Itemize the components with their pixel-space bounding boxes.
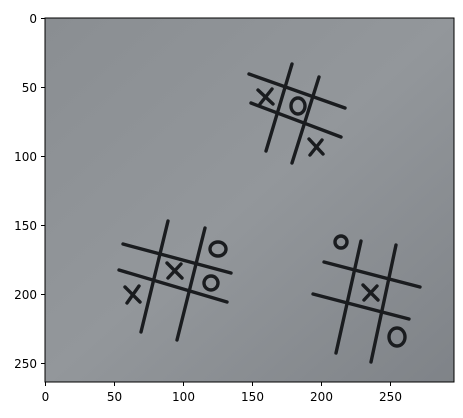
x-tick-label: 100 — [172, 390, 195, 404]
o-mark — [333, 234, 349, 250]
axes-frame — [44, 17, 455, 383]
x-mark — [256, 87, 275, 106]
x-tick-label: 0 — [42, 390, 50, 404]
y-tick-label: 250 — [14, 357, 37, 371]
o-mark — [208, 240, 228, 258]
x-mark — [123, 284, 142, 305]
y-tick-label: 200 — [14, 288, 37, 302]
x-mark — [307, 137, 325, 157]
x-tick-label: 250 — [379, 390, 402, 404]
x-tick-label: 150 — [241, 390, 264, 404]
y-axis: 0 50 100 150 200 250 — [14, 12, 45, 371]
y-tick-label: 50 — [22, 81, 37, 95]
x-tick-label: 50 — [107, 390, 122, 404]
x-mark — [361, 283, 380, 302]
y-tick-label: 100 — [14, 150, 37, 164]
y-tick-label: 150 — [14, 219, 37, 233]
paper-background — [45, 18, 454, 382]
board-bottom-right — [311, 234, 422, 364]
x-tick-label: 200 — [310, 390, 333, 404]
x-axis: 0 50 100 150 200 250 — [42, 382, 402, 404]
o-mark — [202, 274, 220, 292]
x-mark — [165, 261, 184, 280]
board-top — [247, 62, 347, 165]
photo — [45, 18, 454, 382]
o-mark — [289, 96, 307, 116]
o-mark — [387, 326, 407, 348]
board-bottom-left — [117, 219, 233, 342]
y-tick-label: 0 — [29, 12, 37, 26]
